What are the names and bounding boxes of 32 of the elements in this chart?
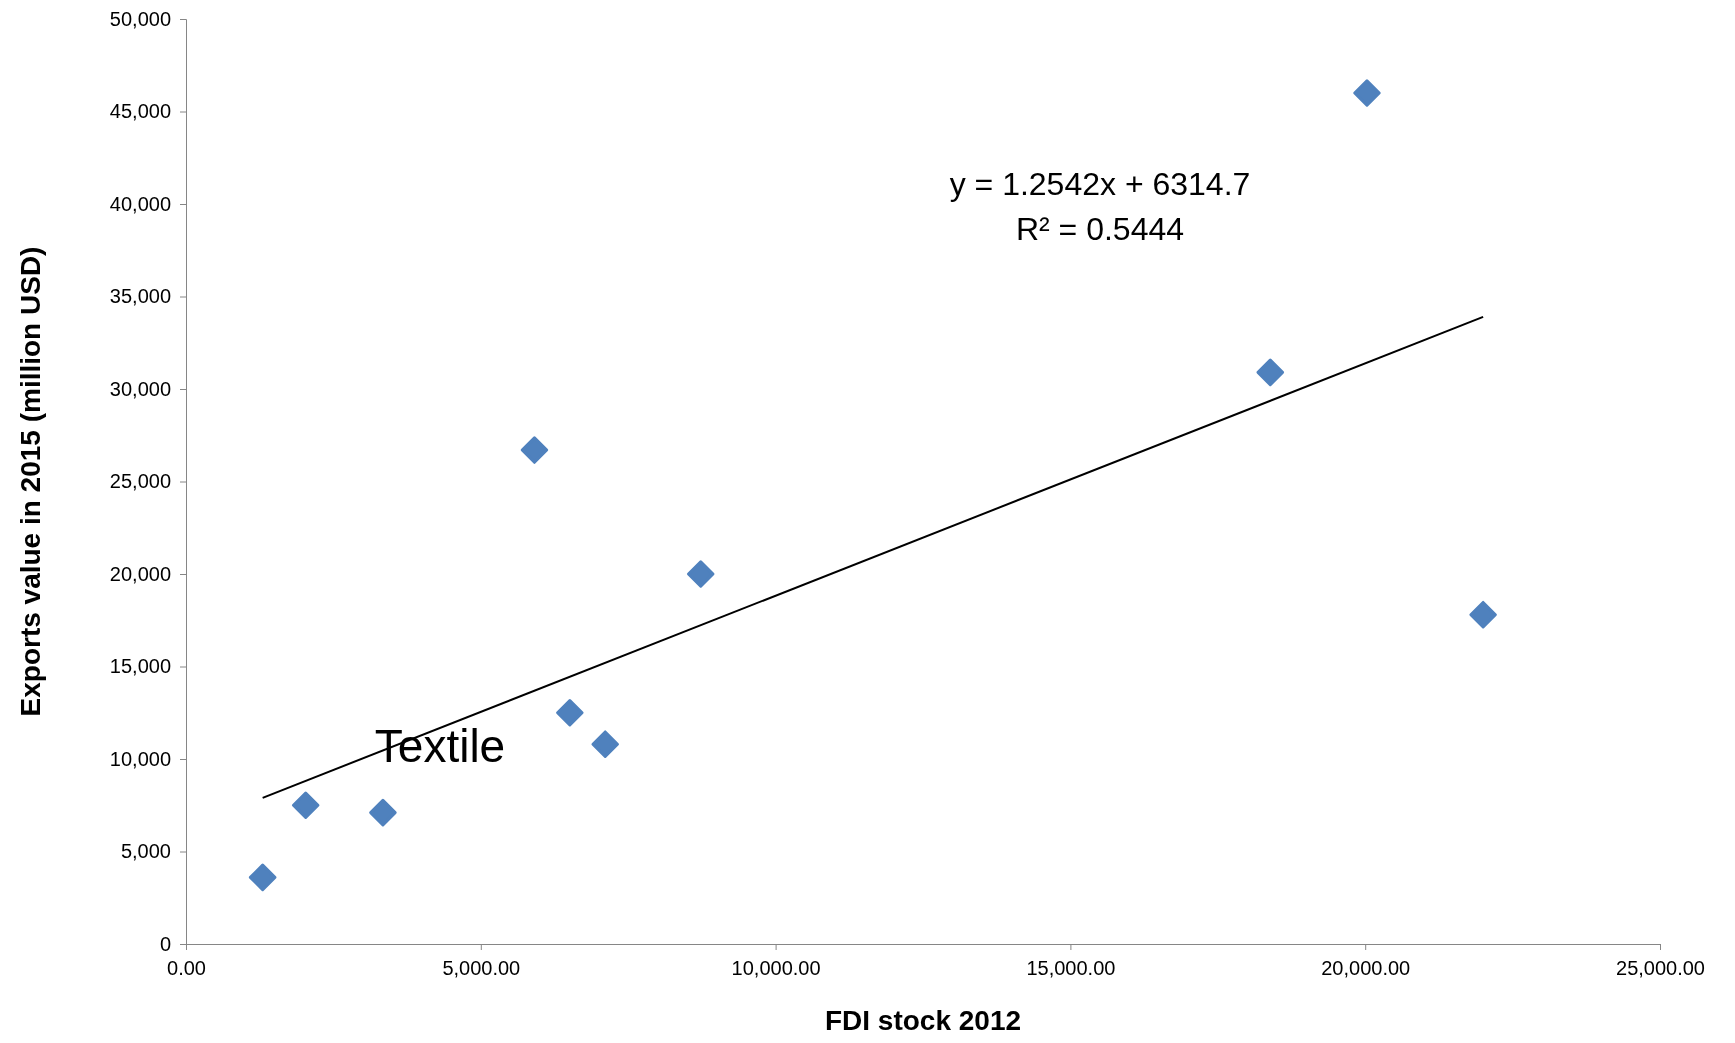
point [291,791,320,819]
x-tick-label: 25,000.00 [1616,957,1705,979]
y-tick-label: 5,000 [120,840,171,863]
y-tick-label: 20,000 [109,562,171,585]
point [1469,600,1497,629]
y-tick-label: 25,000 [109,470,171,493]
x-tick-label: 0.00 [167,957,206,979]
x-axis-title: FDI stock 2012 [824,1005,1022,1036]
x-tick-label: 20,000.00 [1321,957,1411,979]
y-tick-label: 45,000 [109,100,171,123]
annotation: Textile [374,720,506,772]
point [520,436,549,464]
point [1353,79,1381,107]
x-tick-label: 15,000.00 [1026,957,1116,979]
point [686,560,715,588]
y-tick-label: 50,000 [109,7,171,30]
point [1256,358,1285,387]
y-tick-label: 30,000 [109,377,171,400]
point [591,730,619,758]
point [556,699,584,727]
x-tick-label: 10,000.00 [731,957,821,979]
y-tick-label: 10,000 [109,747,171,770]
y-tick-label: 15,000 [109,655,171,678]
x-tick-label: 5,000.00 [442,957,521,979]
point [369,798,397,827]
y-tick-label: 40,000 [109,192,171,215]
y-tick-label: 35,000 [109,285,171,308]
annotation: y = 1.2542x + 6314.7 [949,166,1251,202]
y-axis-title: Exports value in 2015 (million USD) [15,246,46,717]
annotation: R² = 0.5444 [1015,211,1185,247]
y-tick-label: 0 [159,932,171,955]
point [248,863,277,892]
